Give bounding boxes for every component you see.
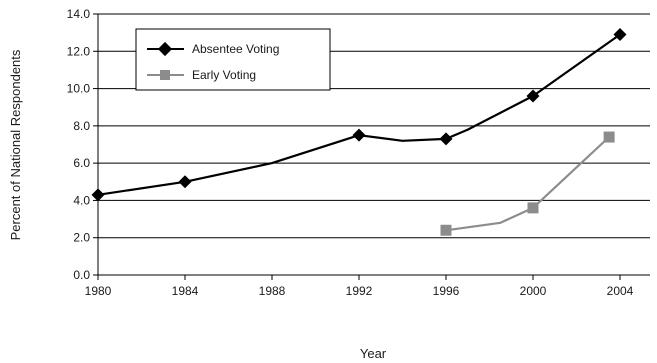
data-point	[352, 128, 366, 142]
x-tick-label: 1988	[259, 284, 286, 298]
x-tick-label: 2004	[607, 284, 634, 298]
x-tick-label: 1996	[433, 284, 460, 298]
legend-marker-early	[160, 70, 170, 80]
series-line	[97, 33, 621, 196]
data-point	[603, 131, 615, 143]
y-tick-label: 4.0	[73, 193, 90, 207]
y-tick-label: 12.0	[67, 44, 91, 58]
y-tick-label: 10.0	[67, 82, 91, 96]
x-axis-title: Year	[360, 346, 387, 361]
data-point	[440, 224, 452, 236]
x-tick-label: 2000	[520, 284, 547, 298]
data-point	[527, 202, 539, 214]
y-tick-label: 0.0	[73, 268, 90, 282]
y-tick-label: 2.0	[73, 231, 90, 245]
legend: Absentee Voting Early Voting	[135, 28, 331, 91]
y-tick-label: 8.0	[73, 119, 90, 133]
axes	[93, 13, 650, 280]
x-tick-label: 1984	[172, 284, 199, 298]
legend-label-early: Early Voting	[192, 68, 256, 82]
y-axis-title: Percent of National Respondents	[8, 49, 23, 240]
series-early-voting	[440, 131, 615, 236]
data-point	[526, 89, 540, 103]
y-tick-labels: 0.0 2.0 4.0 6.0 8.0 10.0 12.0 14.0	[67, 7, 91, 282]
data-point	[613, 28, 627, 42]
x-tick-label: 1992	[346, 284, 373, 298]
data-point	[178, 175, 192, 189]
data-point	[439, 132, 453, 146]
x-tick-labels: 1980 1984 1988 1992 1996 2000 2004	[85, 284, 634, 298]
series-line	[445, 136, 610, 232]
legend-label-absentee: Absentee Voting	[192, 42, 279, 56]
x-tick-label: 1980	[85, 284, 112, 298]
y-tick-label: 14.0	[67, 7, 91, 21]
y-tick-label: 6.0	[73, 156, 90, 170]
series-absentee-voting	[91, 28, 627, 202]
series-layer	[91, 28, 627, 236]
data-point	[91, 188, 105, 202]
